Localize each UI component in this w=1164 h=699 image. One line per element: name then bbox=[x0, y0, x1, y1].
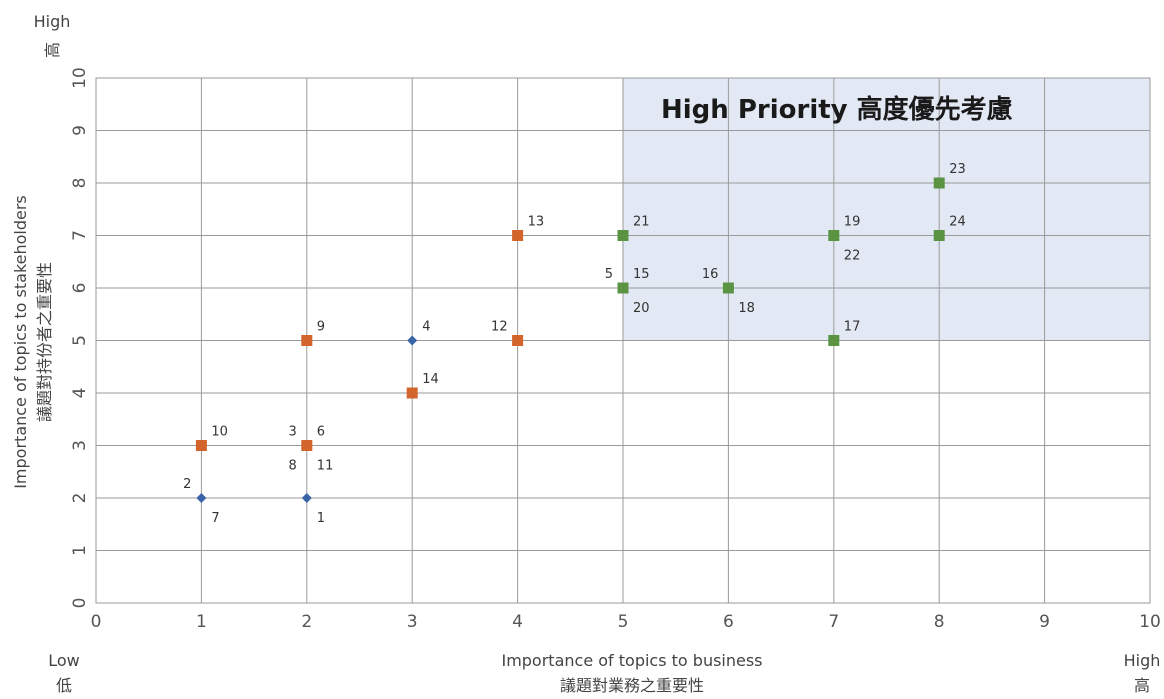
x-tick-label: 7 bbox=[828, 612, 839, 632]
data-point-label: 1 bbox=[317, 511, 325, 526]
y-axis-title-zh: 議題對持份者之重要性 bbox=[35, 262, 54, 422]
data-point-square bbox=[512, 230, 524, 241]
data-point-square bbox=[933, 177, 945, 189]
data-point-label: 23 bbox=[949, 162, 966, 177]
data-point-label: 5 bbox=[605, 267, 613, 282]
x-axis-title-en: Importance of topics to business bbox=[501, 651, 762, 670]
data-point-square bbox=[828, 230, 840, 241]
x-tick-label: 9 bbox=[1039, 612, 1050, 632]
data-point-square bbox=[617, 282, 629, 294]
data-point-square bbox=[301, 440, 313, 451]
data-point-label: 11 bbox=[317, 459, 334, 474]
y-tick-label: 8 bbox=[70, 178, 90, 189]
y-tick-label: 4 bbox=[70, 388, 90, 399]
x-tick-label: 10 bbox=[1139, 612, 1161, 632]
data-point-square bbox=[301, 335, 313, 346]
y-tick-label: 0 bbox=[70, 598, 90, 609]
y-tick-label: 6 bbox=[70, 283, 90, 294]
data-point-label: 16 bbox=[702, 267, 719, 282]
data-point-diamond bbox=[196, 493, 207, 503]
high-priority-region bbox=[622, 77, 1151, 341]
y-tick-label: 1 bbox=[70, 545, 90, 556]
x-tick-label: 0 bbox=[91, 612, 102, 632]
data-point-label: 17 bbox=[844, 320, 861, 335]
data-point-label: 18 bbox=[738, 301, 755, 316]
y-tick-label: 5 bbox=[70, 335, 90, 346]
data-point-square bbox=[195, 440, 207, 451]
x-tick-label: 5 bbox=[618, 612, 629, 632]
data-point-label: 15 bbox=[633, 267, 650, 282]
data-point-label: 7 bbox=[211, 511, 219, 526]
data-point-label: 9 bbox=[317, 320, 325, 335]
data-point-diamond bbox=[407, 335, 418, 346]
data-point-label: 2 bbox=[183, 477, 191, 492]
data-point-label: 19 bbox=[844, 215, 861, 230]
y-tick-label: 2 bbox=[70, 493, 90, 504]
x-tick-label: 1 bbox=[196, 612, 207, 632]
data-point-label: 3 bbox=[289, 425, 297, 440]
data-point-square bbox=[512, 335, 524, 346]
data-point-label: 22 bbox=[844, 249, 861, 264]
x-tick-label: 2 bbox=[301, 612, 312, 632]
y-tick-label: 10 bbox=[70, 67, 90, 89]
x-tick-label: 4 bbox=[512, 612, 523, 632]
data-point-square bbox=[406, 387, 418, 399]
x-low-label-zh: 低 bbox=[56, 676, 72, 695]
y-tick-label: 7 bbox=[70, 230, 90, 241]
x-tick-label: 8 bbox=[934, 612, 945, 632]
data-point-label: 8 bbox=[289, 459, 297, 474]
x-axis-title-zh: 議題對業務之重要性 bbox=[560, 676, 704, 695]
y-tick-label: 9 bbox=[70, 125, 90, 136]
data-point-diamond bbox=[301, 493, 312, 503]
data-point-label: 6 bbox=[317, 425, 325, 440]
y-high-label-en: High bbox=[34, 12, 71, 31]
data-point-label: 10 bbox=[211, 425, 228, 440]
plot-frame bbox=[95, 77, 1151, 604]
high-priority-title: High Priority 高度優先考慮 bbox=[661, 94, 1013, 125]
x-low-label-en: Low bbox=[48, 651, 80, 670]
x-high-label-en: High bbox=[1124, 651, 1161, 670]
data-point-label: 20 bbox=[633, 301, 650, 316]
data-point-label: 21 bbox=[633, 215, 650, 230]
data-point-square bbox=[933, 230, 945, 241]
y-axis-title-en: Importance of topics to stakeholders bbox=[11, 195, 30, 489]
data-point-square bbox=[828, 335, 840, 346]
y-high-label-zh: 高 bbox=[43, 42, 62, 58]
data-point-square bbox=[617, 230, 629, 241]
x-tick-label: 6 bbox=[723, 612, 734, 632]
y-tick-label: 3 bbox=[70, 440, 90, 451]
y-tick-labels: 0 1 2 3 4 5 6 7 8 9 10 bbox=[70, 67, 90, 608]
data-point-square bbox=[722, 282, 734, 294]
x-tick-labels: 0 1 2 3 4 5 6 7 8 9 10 bbox=[91, 612, 1161, 632]
data-point-label: 24 bbox=[949, 215, 966, 230]
data-point-label: 13 bbox=[528, 215, 545, 230]
x-high-label-zh: 高 bbox=[1134, 676, 1150, 695]
data-point-label: 12 bbox=[491, 320, 508, 335]
data-point-label: 14 bbox=[422, 372, 439, 387]
x-tick-label: 3 bbox=[407, 612, 418, 632]
data-point-label: 4 bbox=[422, 320, 430, 335]
